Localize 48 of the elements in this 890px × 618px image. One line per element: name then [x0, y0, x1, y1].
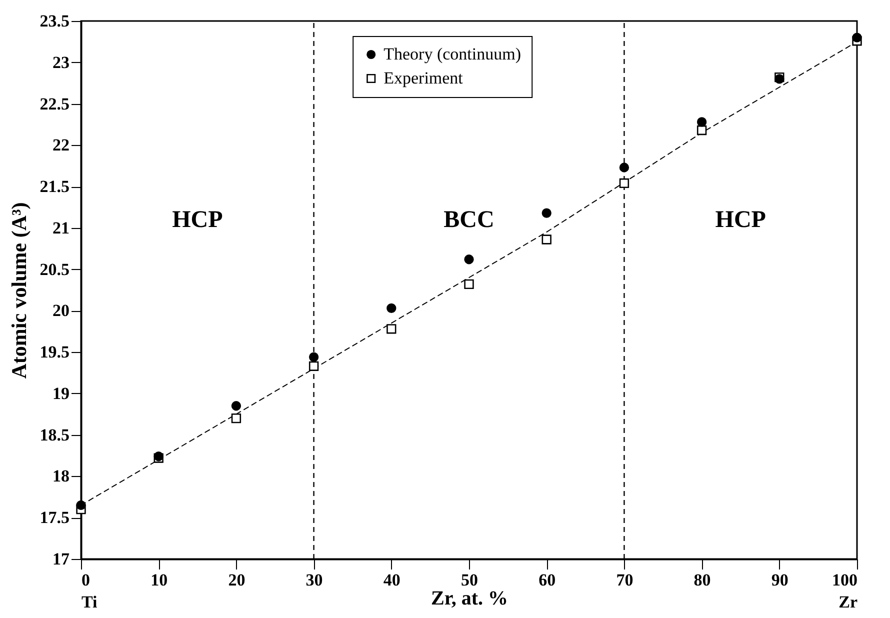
y-tick-label: 22.5 — [40, 94, 70, 114]
point — [619, 178, 630, 188]
x-tick-label: 60 — [538, 570, 556, 590]
x-tick-label: 80 — [694, 570, 711, 590]
y-tick-label: 21 — [52, 218, 70, 238]
x-tick-label: 100 Zr — [832, 570, 858, 612]
point — [308, 361, 319, 371]
point — [619, 162, 630, 172]
point — [542, 208, 552, 218]
point — [308, 352, 319, 362]
point — [852, 32, 862, 42]
y-tick-label: 19.5 — [40, 342, 70, 362]
annotation: HCP — [715, 207, 766, 234]
annotation: BCC — [444, 207, 494, 234]
x-tick-label: 10 — [150, 570, 168, 590]
x-tick-label: 50 — [461, 570, 478, 590]
point — [542, 234, 552, 244]
annotation: HCP — [172, 207, 223, 234]
x-tick-label: 70 — [616, 570, 634, 590]
y-tick-label: 21.5 — [40, 177, 70, 196]
y-tick-label: 23.5 — [40, 12, 70, 30]
point — [231, 401, 242, 411]
x-tick-label: 0 Ti — [82, 570, 98, 612]
x-tick-label: 30 — [306, 570, 323, 590]
point — [386, 324, 396, 334]
point — [696, 125, 707, 136]
y-tick-label: 17.5 — [40, 508, 70, 528]
y-tick-label: 18.5 — [40, 425, 70, 444]
y-axis-title: Atomic volume (A³) — [6, 202, 31, 379]
legend-label: Theory (continuum) — [384, 44, 521, 64]
point — [464, 279, 474, 290]
point — [464, 254, 474, 264]
point — [76, 500, 86, 510]
point — [696, 117, 707, 127]
y-tick-label: 19 — [52, 384, 70, 403]
y-tick-label: 22 — [52, 136, 70, 155]
y-tick-label: 23 — [52, 52, 70, 72]
y-tick-label: 20.5 — [40, 260, 70, 279]
point — [386, 303, 396, 314]
point — [231, 413, 242, 424]
y-tick-label: 18 — [52, 466, 70, 486]
x-tick-label: 40 — [383, 570, 400, 590]
legend-label: Experiment — [384, 68, 464, 88]
x-tick-label: 90 — [771, 570, 788, 590]
x-tick-label: 20 — [228, 570, 246, 590]
y-tick-label: 17 — [52, 550, 70, 568]
x-axis-title: Zr, at. % — [430, 588, 508, 610]
y-tick-label: 20 — [52, 301, 70, 320]
